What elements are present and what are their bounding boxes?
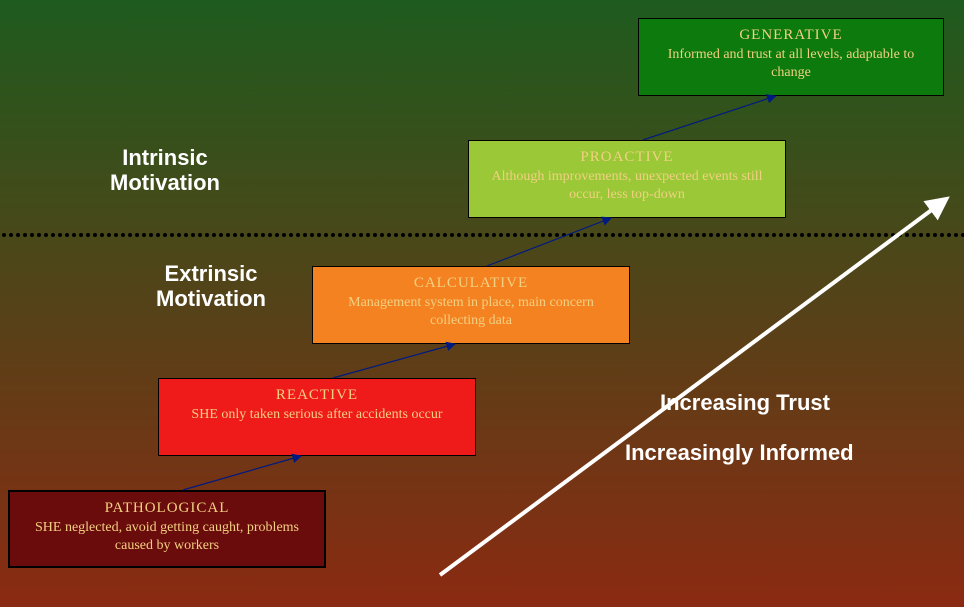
stage-box-pathological: PATHOLOGICAL SHE neglected, avoid getting… — [8, 490, 326, 568]
diagram-canvas: Intrinsic Motivation Extrinsic Motivatio… — [0, 0, 964, 607]
label-intrinsic-line1: Intrinsic — [122, 145, 208, 170]
stage-title-pathological: PATHOLOGICAL — [20, 500, 314, 517]
stage-box-proactive: PROACTIVE Although improvements, unexpect… — [468, 140, 786, 218]
stage-title-calculative: CALCULATIVE — [323, 275, 619, 292]
label-intrinsic-motivation: Intrinsic Motivation — [110, 145, 220, 196]
label-extrinsic-line1: Extrinsic — [165, 261, 258, 286]
stage-desc-generative: Informed and trust at all levels, adapta… — [649, 46, 933, 81]
stage-box-generative: GENERATIVE Informed and trust at all leve… — [638, 18, 944, 96]
stage-desc-calculative: Management system in place, main concern… — [323, 294, 619, 329]
stage-title-generative: GENERATIVE — [649, 27, 933, 44]
stage-title-proactive: PROACTIVE — [479, 149, 775, 166]
stage-title-reactive: REACTIVE — [169, 387, 465, 404]
stage-box-reactive: REACTIVE SHE only taken serious after acc… — [158, 378, 476, 456]
label-increasing-trust: Increasing Trust — [660, 390, 830, 416]
stage-box-calculative: CALCULATIVE Management system in place, m… — [312, 266, 630, 344]
stage-desc-proactive: Although improvements, unexpected events… — [479, 168, 775, 203]
label-extrinsic-motivation: Extrinsic Motivation — [156, 261, 266, 312]
stage-desc-reactive: SHE only taken serious after accidents o… — [169, 406, 465, 424]
label-extrinsic-line2: Motivation — [156, 286, 266, 311]
stage-desc-pathological: SHE neglected, avoid getting caught, pro… — [20, 519, 314, 554]
label-increasingly-informed: Increasingly Informed — [625, 440, 854, 466]
label-intrinsic-line2: Motivation — [110, 170, 220, 195]
